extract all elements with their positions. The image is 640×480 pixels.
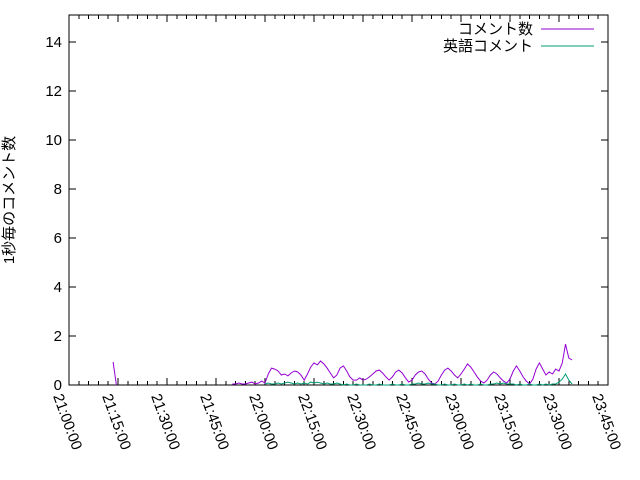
series-line-0 — [232, 343, 573, 385]
series-line-0 — [112, 361, 117, 386]
x-tick-label: 22:30:00 — [343, 392, 379, 453]
x-axis-tick-labels: 21:00:00 21:15:00 21:30:00 21:45:00 22:00:00… — [49, 392, 624, 453]
legend-label-english-comments: 英語コメント — [443, 37, 533, 55]
x-tick-label: 23:30:00 — [539, 392, 575, 453]
x-tick-label: 21:45:00 — [196, 392, 232, 453]
legend: コメント数 英語コメント — [443, 21, 594, 55]
y-tick-label: 4 — [54, 279, 62, 296]
data-series — [112, 343, 573, 386]
x-tick-label: 23:00:00 — [441, 392, 477, 453]
x-tick-label: 22:00:00 — [245, 392, 281, 453]
x-tick-label: 21:15:00 — [98, 392, 134, 453]
x-tick-label: 21:30:00 — [147, 392, 183, 453]
legend-label-comments: コメント数 — [458, 21, 533, 38]
y-tick-label: 8 — [54, 181, 62, 198]
y-tick-label: 12 — [45, 83, 62, 100]
x-tick-label: 21:00:00 — [49, 392, 85, 453]
x-tick-label: 22:45:00 — [392, 392, 428, 453]
y-tick-label: 14 — [45, 34, 62, 51]
y-tick-label: 10 — [45, 132, 62, 149]
y-tick-label: 6 — [54, 230, 62, 247]
y-tick-label: 2 — [54, 328, 62, 345]
axis-ticks — [68, 15, 609, 386]
x-tick-label: 23:15:00 — [490, 392, 526, 453]
y-axis-tick-labels: 0 2 4 6 8 10 12 14 — [45, 34, 62, 394]
y-axis-title: 1秒毎のコメント数 — [1, 136, 18, 264]
plot-border — [68, 14, 609, 386]
x-tick-label: 22:15:00 — [294, 392, 330, 453]
y-tick-label: 0 — [54, 377, 62, 394]
series-line-1 — [264, 373, 573, 386]
x-tick-label: 23:45:00 — [588, 392, 624, 453]
